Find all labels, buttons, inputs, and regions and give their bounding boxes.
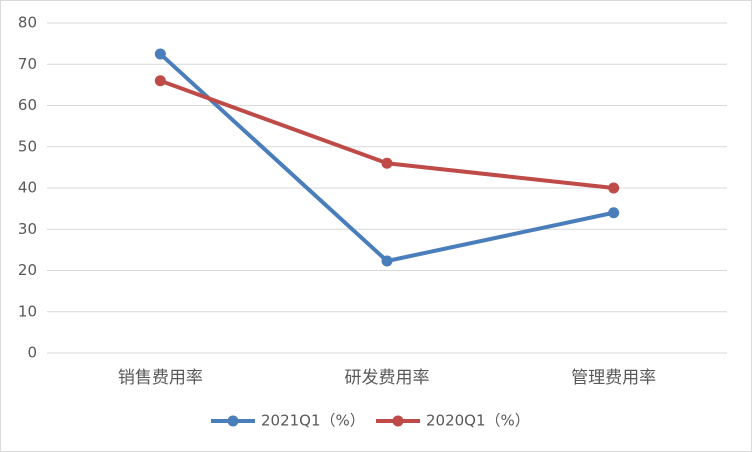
y-tick-label: 70 <box>18 55 37 73</box>
legend-marker <box>227 415 239 427</box>
y-tick-label: 60 <box>18 96 37 114</box>
x-tick-label: 管理费用率 <box>571 368 656 388</box>
data-point <box>154 48 166 60</box>
y-tick-label: 30 <box>18 220 37 238</box>
y-tick-label: 50 <box>18 137 37 155</box>
y-tick-label: 10 <box>18 302 37 320</box>
legend-label: 2020Q1（%） <box>426 412 530 430</box>
x-tick-label: 研发费用率 <box>345 368 430 388</box>
legend-label: 2021Q1（%） <box>261 412 365 430</box>
data-point <box>608 207 620 219</box>
data-point <box>608 182 620 194</box>
y-tick-label: 20 <box>18 261 37 279</box>
data-point <box>381 255 393 267</box>
y-tick-label: 80 <box>18 14 37 32</box>
y-tick-label: 40 <box>18 179 37 197</box>
legend-marker <box>392 415 404 427</box>
x-tick-label: 销售费用率 <box>118 368 203 388</box>
y-tick-label: 0 <box>27 344 37 362</box>
data-point <box>154 75 166 87</box>
data-point <box>381 157 393 169</box>
